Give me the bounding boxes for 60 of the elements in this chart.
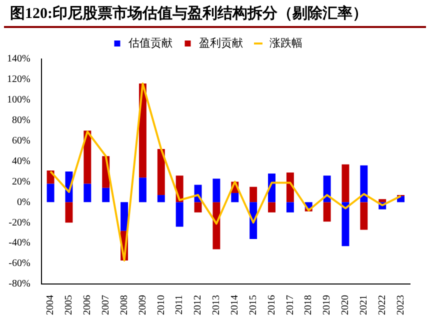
bar <box>231 192 239 202</box>
y-tick-label: 0% <box>16 196 30 208</box>
legend-label: 涨跌幅 <box>269 36 302 50</box>
bar <box>194 202 202 212</box>
bar <box>84 130 92 184</box>
y-tick-label: 40% <box>12 156 30 167</box>
x-tick-label: 2012 <box>192 295 204 315</box>
y-tick-label: 140% <box>6 54 30 65</box>
bar <box>323 202 331 222</box>
y-tick-label: 60% <box>12 135 30 146</box>
x-tick-label: 2006 <box>82 295 94 315</box>
y-tick-label: 100% <box>6 94 30 106</box>
legend-label: 盈利贡献 <box>198 36 243 50</box>
bar <box>250 186 258 202</box>
x-tick-label: 2013 <box>211 295 222 315</box>
x-tick-label: 2007 <box>100 295 112 315</box>
x-tick-label: 2016 <box>266 295 278 315</box>
x-tick-label: 2019 <box>322 295 333 315</box>
y-tick-label: -20% <box>8 217 30 228</box>
x-tick-label: 2020 <box>340 295 352 315</box>
bar <box>212 178 220 202</box>
x-tick-label: 2008 <box>118 295 130 315</box>
y-tick-label: 80% <box>12 114 30 126</box>
bar <box>268 202 276 212</box>
x-tick-label: 2009 <box>137 295 148 315</box>
bar <box>212 202 220 250</box>
bar <box>46 184 54 202</box>
bar <box>176 202 184 227</box>
bar <box>286 172 294 202</box>
y-tick-label: 120% <box>6 74 30 86</box>
x-tick-label: 2011 <box>174 295 186 315</box>
bar <box>84 184 92 202</box>
x-tick-label: 2017 <box>284 295 296 315</box>
x-tick-label: 2022 <box>376 295 388 315</box>
y-tick-label: -60% <box>8 258 30 270</box>
y-tick-label: -40% <box>8 238 30 249</box>
bar <box>120 202 128 231</box>
chart-title: 图120:印尼股票市场估值与盈利结构拆分（剔除汇率） <box>4 0 426 28</box>
x-tick-label: 2014 <box>230 295 241 315</box>
bar <box>157 195 165 202</box>
bar <box>360 202 368 230</box>
y-tick-label: 20% <box>12 176 30 188</box>
bar <box>378 199 386 202</box>
x-tick-label: 2015 <box>248 295 259 315</box>
bar <box>323 176 331 202</box>
legend-label: 估值贡献 <box>128 36 172 50</box>
y-tick-label: -80% <box>8 278 30 290</box>
bar <box>360 165 368 202</box>
x-tick-label: 2005 <box>64 295 75 315</box>
bar <box>65 202 73 223</box>
bar <box>138 178 146 202</box>
bar <box>342 164 350 202</box>
x-tick-label: 2021 <box>358 295 370 315</box>
x-tick-label: 2010 <box>156 295 167 315</box>
bar <box>286 202 294 212</box>
x-tick-label: 2004 <box>45 295 56 315</box>
bar <box>102 188 110 202</box>
x-tick-label: 2018 <box>303 295 314 315</box>
x-tick-label: 2023 <box>395 295 406 315</box>
bar <box>157 149 165 196</box>
